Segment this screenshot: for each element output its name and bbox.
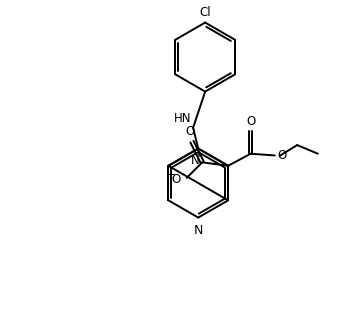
Text: O: O: [278, 149, 287, 162]
Text: N: N: [191, 154, 199, 167]
Text: O: O: [186, 125, 195, 138]
Text: O: O: [171, 173, 181, 186]
Text: N: N: [194, 224, 203, 237]
Text: O: O: [246, 115, 255, 128]
Text: HN: HN: [174, 112, 191, 125]
Text: Cl: Cl: [199, 6, 211, 19]
Text: +: +: [195, 150, 202, 159]
Text: −: −: [166, 168, 176, 181]
